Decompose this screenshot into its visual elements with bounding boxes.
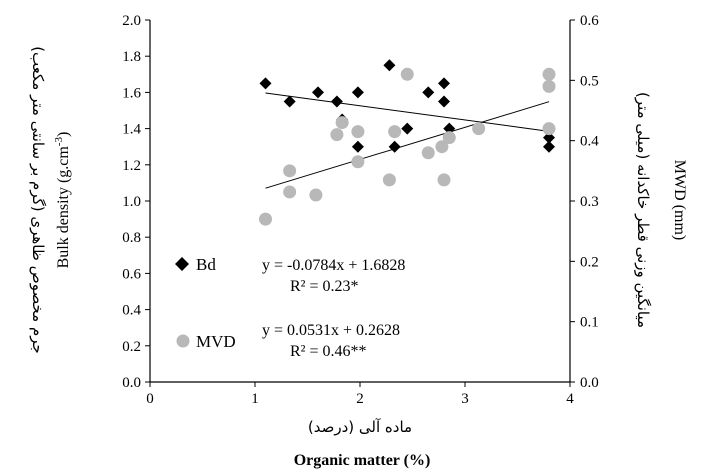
bd-r2: R² = 0.23* xyxy=(290,278,359,295)
y2-tick-label: 0.5 xyxy=(580,73,599,89)
y-tick-label: 1.8 xyxy=(122,49,141,65)
legend-bd: Bd xyxy=(175,255,216,274)
bd-point xyxy=(388,140,401,153)
bd-point xyxy=(543,140,555,153)
mvd-point xyxy=(542,79,556,93)
y-tick-label: 0.0 xyxy=(122,375,141,391)
legend-mvd: MVD xyxy=(176,332,236,351)
tick-layer: 0 1 2 3 4 0.0 0.2 0.4 0.6 0.8 1.0 1.2 1.4 1.6 1.8 2.0 0.… xyxy=(122,13,599,407)
legend-mvd-label: MVD xyxy=(196,332,236,351)
x-tick-label: 2 xyxy=(356,391,364,407)
x-tick-label: 1 xyxy=(251,391,259,407)
mvd-point xyxy=(330,128,344,142)
y-axis-title-sup: -3 xyxy=(53,136,65,146)
bd-point xyxy=(351,140,364,153)
x-axis-title-fa: ماده آلی (درصد) xyxy=(308,418,412,436)
mvd-point xyxy=(259,212,272,226)
mvd-point xyxy=(382,173,396,187)
y-tick-label: 0.6 xyxy=(122,266,141,282)
bd-point xyxy=(330,95,343,108)
y-tick-label: 0.2 xyxy=(122,339,141,355)
legend-bd-label: Bd xyxy=(196,255,216,274)
mvd-point xyxy=(283,164,297,178)
trend-layer xyxy=(265,92,550,189)
mvd-point xyxy=(400,67,414,81)
y2-tick-label: 0.4 xyxy=(580,134,599,150)
x-axis-title: Organic matter (%) xyxy=(294,452,431,469)
bd-point xyxy=(312,86,324,99)
bd-point xyxy=(438,77,450,90)
mvd-point xyxy=(421,146,435,160)
y-tick-label: 1.2 xyxy=(122,158,141,174)
mvd-trendline xyxy=(265,101,550,189)
legend-mvd-marker xyxy=(176,334,190,348)
bd-point xyxy=(401,122,414,135)
mvd-point xyxy=(351,125,365,139)
y2-tick-label: 0.6 xyxy=(580,13,599,29)
y-tick-label: 2.0 xyxy=(122,13,141,29)
y-tick-label: 1.0 xyxy=(122,194,141,210)
mvd-point xyxy=(437,173,451,187)
bd-point xyxy=(383,59,396,72)
y2-tick-label: 0.3 xyxy=(580,194,599,210)
mvd-equation: y = 0.0531x + 0.2628 xyxy=(262,322,400,339)
y2-tick-label: 0.0 xyxy=(580,375,599,391)
bd-point xyxy=(283,95,296,108)
bd-point xyxy=(351,86,364,99)
mvd-point xyxy=(542,122,556,136)
x-tick-label: 0 xyxy=(146,391,154,407)
mvd-point xyxy=(542,67,556,81)
x-tick-label: 4 xyxy=(566,391,574,407)
legend-bd-marker xyxy=(175,257,189,271)
mvd-point xyxy=(388,125,402,139)
mvd-point xyxy=(435,140,449,154)
y2-axis-title: MWD (mm) xyxy=(671,160,688,240)
mvd-point xyxy=(351,155,365,169)
mvd-point xyxy=(309,188,323,202)
point-layer xyxy=(259,59,556,226)
bd-point xyxy=(422,86,435,99)
y-axis-title-close: ) xyxy=(55,132,72,137)
bd-point xyxy=(443,122,456,135)
bd-point xyxy=(259,77,272,90)
y-tick-label: 0.4 xyxy=(122,303,141,319)
y2-tick-label: 0.2 xyxy=(580,254,599,270)
y2-tick-label: 0.1 xyxy=(580,315,599,331)
mvd-point xyxy=(442,131,456,145)
x-tick-label: 3 xyxy=(461,391,469,407)
y-axis-title-fa: جرم مخصوص ظاهری (گرم بر سانتی متر مکعب) xyxy=(29,46,47,354)
bd-point xyxy=(438,95,450,108)
mvd-point xyxy=(335,116,349,130)
mvd-point xyxy=(472,122,486,136)
bd-equation: y = -0.0784x + 1.6828 xyxy=(262,257,405,274)
y-tick-label: 1.4 xyxy=(122,122,141,138)
y-tick-label: 0.8 xyxy=(122,230,141,246)
bd-point xyxy=(543,131,555,144)
y-tick-label: 1.6 xyxy=(122,85,141,101)
y-axis-title: Bulk density (g.cm-3) xyxy=(53,132,72,269)
y2-axis-title-fa: میانگین وزنی قطر خاکدانه (میلی متر) xyxy=(634,92,652,328)
mvd-r2: R² = 0.46** xyxy=(290,343,367,360)
mvd-point xyxy=(283,185,297,199)
y-axis-title-main: Bulk density (g.cm xyxy=(55,146,72,269)
bd-trendline xyxy=(265,92,550,132)
